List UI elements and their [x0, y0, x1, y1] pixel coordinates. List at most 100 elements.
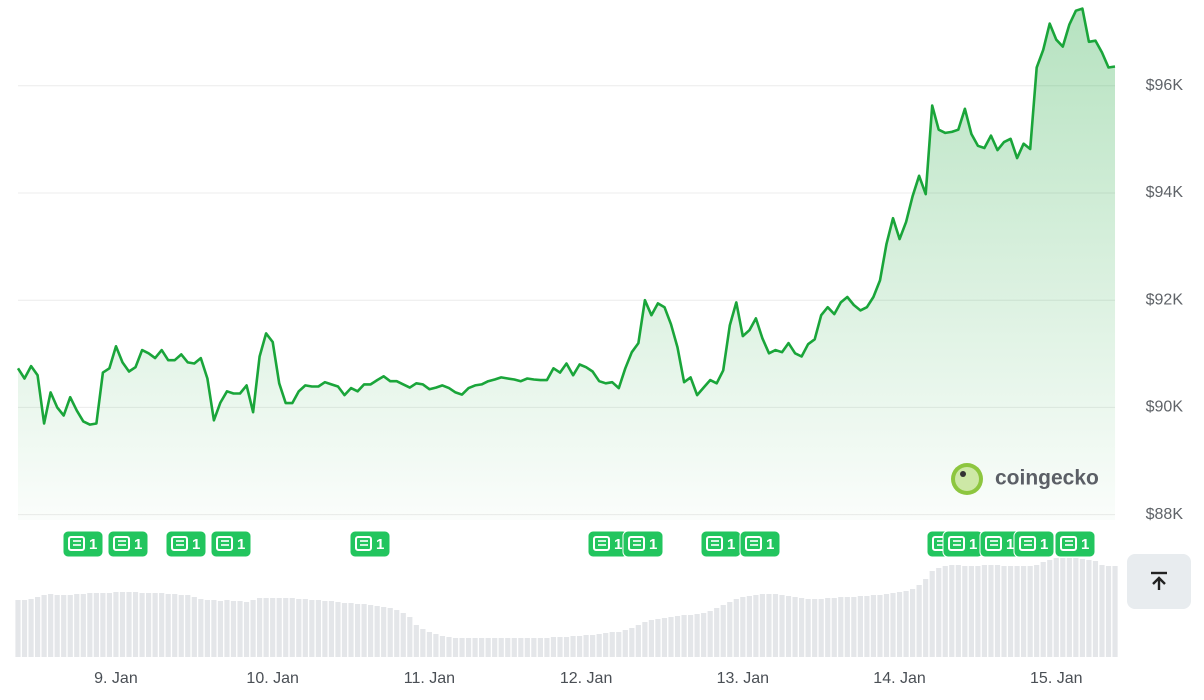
watermark-text: coingecko	[995, 467, 1099, 490]
badge-count[interactable]: 1	[89, 536, 97, 553]
volume-bar	[720, 605, 726, 657]
volume-bar	[315, 600, 321, 657]
volume-bar	[994, 565, 1001, 657]
badge-count[interactable]: 1	[1006, 536, 1014, 553]
news-badge[interactable]: 1	[210, 530, 252, 558]
y-tick-label: $94K	[1146, 184, 1184, 201]
volume-bar	[714, 608, 720, 657]
news-badge[interactable]: 1	[700, 530, 742, 558]
volume-bar	[609, 632, 615, 657]
volume-bar	[361, 604, 367, 657]
volume-bar	[655, 619, 661, 657]
volume-bar	[949, 565, 955, 657]
volume-bar	[61, 595, 67, 657]
volume-bar	[485, 638, 491, 657]
volume-bar	[687, 615, 694, 657]
volume-bar	[198, 599, 204, 657]
volume-bar	[896, 592, 903, 657]
news-markers: 11111111111111	[62, 530, 1096, 558]
x-tick-label: 12. Jan	[560, 670, 612, 687]
volume-bar	[289, 598, 295, 657]
badge-count[interactable]: 1	[192, 536, 200, 553]
volume-bar	[890, 593, 896, 657]
volume-bar	[1092, 561, 1099, 657]
plot	[16, 7, 1116, 520]
badge-count[interactable]: 1	[1081, 536, 1089, 553]
volume-bar	[302, 599, 308, 657]
news-badge[interactable]: 1	[165, 530, 207, 558]
y-tick-label: $92K	[1146, 291, 1184, 308]
x-tick-label: 13. Jan	[717, 670, 769, 687]
volume-bar	[563, 637, 570, 657]
news-badge[interactable]: 1	[107, 530, 149, 558]
volume-bar	[276, 598, 282, 657]
volume-bar	[204, 600, 210, 657]
volume-bar	[452, 638, 459, 657]
volume-bar	[381, 607, 387, 657]
volume-bar	[185, 595, 191, 657]
volume-bar	[844, 597, 850, 657]
news-badge[interactable]: 1	[1013, 530, 1055, 558]
badge-count[interactable]: 1	[649, 536, 657, 553]
volume-bar	[681, 615, 687, 657]
x-tick-label: 14. Jan	[873, 670, 925, 687]
volume-bar	[34, 597, 41, 657]
volume-bar	[1001, 566, 1007, 657]
volume-bar	[661, 618, 668, 657]
volume-bar	[596, 634, 602, 657]
badge-count[interactable]: 1	[1040, 536, 1048, 553]
news-badge[interactable]: 1	[62, 530, 104, 558]
volume-bar	[648, 620, 655, 657]
news-badge[interactable]: 1	[587, 530, 629, 558]
volume-bar	[21, 600, 28, 657]
volume-bar	[126, 592, 132, 657]
y-tick-label: $90K	[1146, 399, 1184, 416]
badge-count[interactable]: 1	[237, 536, 245, 553]
news-badge[interactable]: 1	[349, 530, 391, 558]
volume-bar	[910, 589, 916, 657]
volume-bar	[870, 595, 877, 657]
volume-bar	[1034, 565, 1040, 657]
volume-bar	[799, 598, 805, 657]
volume-bar	[772, 594, 779, 657]
volume-bar	[838, 597, 844, 657]
badge-count[interactable]: 1	[969, 536, 977, 553]
volume-bar	[603, 633, 609, 657]
volume-bar	[518, 638, 524, 657]
volume-bar	[159, 593, 165, 657]
news-badge[interactable]: 1	[622, 530, 664, 558]
badge-count[interactable]: 1	[376, 536, 384, 553]
news-badge[interactable]: 1	[739, 530, 781, 558]
volume-bar	[1105, 566, 1112, 657]
badge-count[interactable]: 1	[134, 536, 142, 553]
volume-bar	[740, 597, 746, 657]
volume-bar	[172, 594, 178, 657]
volume-bar	[1112, 566, 1118, 657]
icon	[1152, 576, 1166, 590]
back-to-top[interactable]	[1127, 554, 1191, 609]
badge-count[interactable]: 1	[766, 536, 774, 553]
volume-bar	[962, 566, 968, 657]
volume-bar	[354, 604, 361, 657]
badge-count[interactable]: 1	[614, 536, 622, 553]
volume-bar	[831, 598, 837, 657]
badge-count[interactable]: 1	[727, 536, 735, 553]
price-line	[16, 7, 1116, 426]
news-badge[interactable]: 1	[979, 530, 1021, 558]
news-badge[interactable]: 1	[1054, 530, 1096, 558]
volume-bar	[505, 638, 511, 657]
volume-bar	[818, 599, 824, 657]
volume-bar	[1066, 558, 1072, 657]
badge-icon	[113, 536, 130, 551]
volume-bar	[146, 593, 152, 657]
volume-bar	[178, 595, 184, 657]
volume-bar	[975, 566, 981, 657]
volume-bar	[348, 603, 354, 657]
volume-bar	[1007, 566, 1014, 657]
volume-bar	[479, 638, 485, 657]
volume-bar	[335, 602, 341, 657]
volume-bar	[230, 601, 237, 657]
news-badge[interactable]: 1	[942, 530, 984, 558]
volume-bar	[433, 634, 439, 657]
volume-bar	[250, 600, 256, 657]
